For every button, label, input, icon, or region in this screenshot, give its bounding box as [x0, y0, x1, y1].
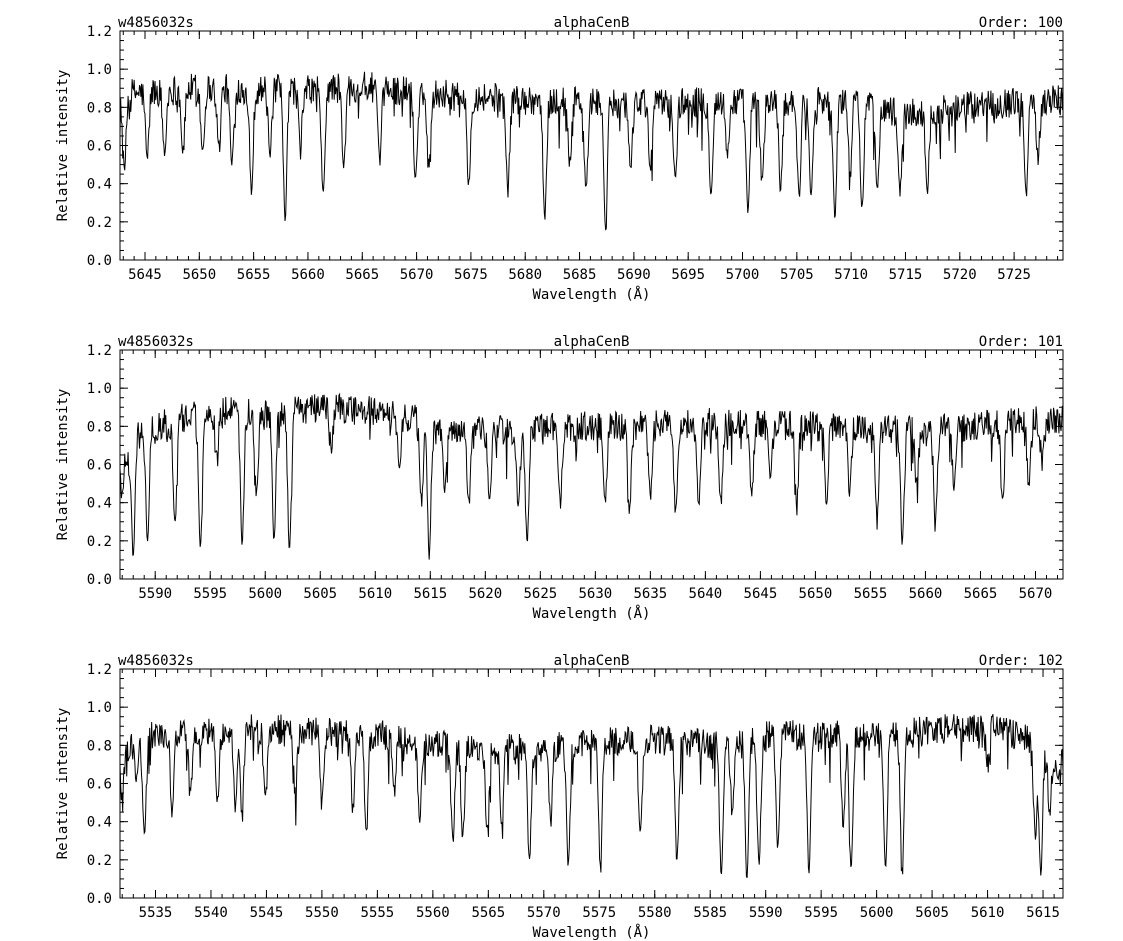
spectrum-panel-3: w4856032s alphaCenB Order: 102 Wavelength (…	[55, 653, 1064, 941]
y-tick-label: 0.2	[87, 853, 112, 869]
x-tick-label: 5700	[726, 267, 760, 283]
header-right-label: Order: 102	[979, 653, 1063, 669]
x-tick-label: 5605	[303, 586, 337, 602]
x-tick-label: 5635	[634, 586, 668, 602]
x-tick-label: 5550	[305, 905, 339, 921]
header-right-label: Order: 101	[979, 334, 1063, 350]
y-tick-label: 0.6	[87, 139, 112, 155]
x-tick-label: 5560	[416, 905, 450, 921]
y-tick-label: 1.0	[87, 381, 112, 397]
y-tick-label: 0.4	[87, 496, 112, 512]
x-tick-label: 5630	[578, 586, 612, 602]
x-tick-label: 5615	[1026, 905, 1060, 921]
x-tick-label: 5565	[471, 905, 505, 921]
x-tick-label: 5625	[523, 586, 557, 602]
x-tick-label: 5615	[413, 586, 447, 602]
x-axis-label: Wavelength (Å)	[532, 605, 650, 622]
y-tick-label: 0.4	[87, 815, 112, 831]
x-tick-label: 5570	[527, 905, 561, 921]
x-tick-label: 5685	[563, 267, 597, 283]
x-tick-label: 5670	[400, 267, 434, 283]
x-tick-label: 5665	[345, 267, 379, 283]
x-tick-label: 5540	[194, 905, 228, 921]
y-tick-label: 0.0	[87, 572, 112, 588]
x-tick-label: 5575	[582, 905, 616, 921]
header-center-label: alphaCenB	[554, 15, 630, 31]
y-tick-label: 1.0	[87, 62, 112, 78]
y-tick-label: 0.8	[87, 419, 112, 435]
y-axis-label: Relative intensity	[55, 708, 71, 860]
y-tick-label: 1.2	[87, 343, 112, 359]
x-tick-label: 5715	[889, 267, 923, 283]
spectrum-panel-2: w4856032s alphaCenB Order: 101 Wavelength (…	[55, 334, 1064, 622]
y-tick-label: 1.2	[87, 24, 112, 40]
x-tick-label: 5600	[248, 586, 282, 602]
spectrum-line	[119, 71, 1064, 231]
x-tick-label: 5665	[964, 586, 998, 602]
x-tick-label: 5595	[193, 586, 227, 602]
x-tick-label: 5725	[997, 267, 1031, 283]
x-tick-label: 5595	[804, 905, 838, 921]
plot-frame	[119, 668, 1064, 899]
x-tick-label: 5655	[854, 586, 888, 602]
x-tick-label: 5670	[1019, 586, 1053, 602]
y-tick-label: 0.6	[87, 458, 112, 474]
x-tick-label: 5660	[291, 267, 325, 283]
x-tick-label: 5650	[182, 267, 216, 283]
x-tick-label: 5705	[780, 267, 814, 283]
x-tick-label: 5675	[454, 267, 488, 283]
x-tick-label: 5590	[138, 586, 172, 602]
header-right-label: Order: 100	[979, 15, 1063, 31]
spectrum-line	[119, 713, 1064, 879]
x-axis-label: Wavelength (Å)	[532, 286, 650, 303]
plot-frame	[119, 349, 1064, 580]
x-tick-label: 5650	[799, 586, 833, 602]
y-tick-label: 0.8	[87, 100, 112, 116]
x-tick-label: 5590	[749, 905, 783, 921]
x-axis-label: Wavelength (Å)	[532, 924, 650, 941]
x-tick-label: 5580	[638, 905, 672, 921]
x-tick-label: 5680	[508, 267, 542, 283]
x-tick-label: 5640	[689, 586, 723, 602]
x-tick-label: 5545	[250, 905, 284, 921]
x-tick-label: 5600	[860, 905, 894, 921]
x-tick-label: 5610	[971, 905, 1005, 921]
x-tick-label: 5720	[943, 267, 977, 283]
spectrum-line	[119, 392, 1064, 560]
y-tick-label: 0.0	[87, 891, 112, 907]
y-tick-label: 0.8	[87, 738, 112, 754]
x-tick-label: 5710	[834, 267, 868, 283]
x-tick-label: 5645	[128, 267, 162, 283]
x-tick-label: 5690	[617, 267, 651, 283]
y-tick-label: 0.2	[87, 534, 112, 550]
y-tick-label: 1.2	[87, 662, 112, 678]
header-center-label: alphaCenB	[554, 334, 630, 350]
y-tick-label: 0.0	[87, 253, 112, 269]
header-left-label: w4856032s	[118, 334, 194, 350]
y-axis-label: Relative intensity	[55, 70, 71, 222]
y-tick-label: 0.6	[87, 777, 112, 793]
x-tick-label: 5605	[915, 905, 949, 921]
x-tick-label: 5620	[468, 586, 502, 602]
x-tick-label: 5535	[139, 905, 173, 921]
x-tick-label: 5585	[693, 905, 727, 921]
header-center-label: alphaCenB	[554, 653, 630, 669]
x-tick-label: 5695	[671, 267, 705, 283]
x-tick-label: 5660	[909, 586, 943, 602]
header-left-label: w4856032s	[118, 653, 194, 669]
y-tick-label: 0.2	[87, 215, 112, 231]
x-tick-label: 5645	[744, 586, 778, 602]
header-left-label: w4856032s	[118, 15, 194, 31]
x-tick-label: 5655	[237, 267, 271, 283]
x-tick-label: 5555	[361, 905, 395, 921]
spectrum-panel-1: w4856032s alphaCenB Order: 100 Wavelength (…	[55, 15, 1064, 303]
y-tick-label: 0.4	[87, 177, 112, 193]
x-tick-label: 5610	[358, 586, 392, 602]
y-tick-label: 1.0	[87, 700, 112, 716]
y-axis-label: Relative intensity	[55, 389, 71, 541]
plot-frame	[119, 30, 1064, 261]
